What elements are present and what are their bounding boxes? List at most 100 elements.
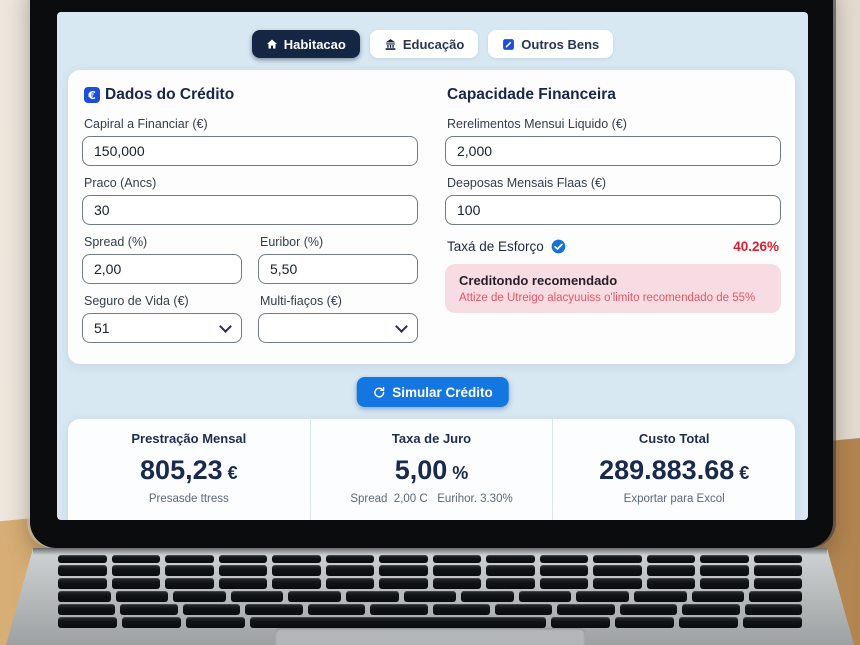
stat-interest-rate: Taxa de Juro 5,00% Spread 2,00 C Eurihor… [309, 419, 553, 520]
stat-label: Taxa de Juro [391, 431, 472, 446]
key [165, 565, 214, 576]
key [307, 604, 366, 615]
key [182, 604, 241, 615]
capacity-panel-title: Capacidade Financeira [447, 86, 781, 104]
tab-label: Educação [402, 36, 465, 52]
stat-sub: Spread 2,00 C Eurihor. 3.30% [350, 493, 513, 505]
refresh-icon [372, 386, 385, 399]
tab-outros-bens[interactable]: Outros Bens [488, 30, 614, 58]
key [111, 578, 160, 589]
key [614, 617, 674, 628]
key [218, 578, 267, 589]
key [325, 578, 374, 589]
credit-panel: € Dados do Crédito Capiral a Financiar (… [82, 84, 418, 350]
multi-label: Multi-fiaços (€) [260, 294, 342, 308]
laptop-base [6, 548, 854, 645]
key [230, 591, 284, 602]
key [218, 565, 267, 576]
simulate-button-label: Simular Crédito [392, 384, 493, 400]
key [678, 617, 738, 628]
key [58, 604, 116, 615]
key [272, 578, 321, 589]
term-label: Praco (Ancs) [84, 176, 157, 190]
key [550, 617, 610, 628]
capital-label: Capiral a Financiar (€) [84, 117, 208, 131]
key [646, 565, 695, 576]
keyboard [58, 555, 803, 630]
euro-icon: € [84, 87, 100, 103]
key [250, 617, 546, 628]
capacity-panel: Capacidade Financeira Rerelimentos Mensu… [445, 84, 781, 350]
key [753, 565, 802, 576]
capital-input[interactable] [82, 136, 418, 166]
key [634, 591, 687, 602]
key [245, 604, 303, 615]
export-excel-link[interactable]: Exportar para Excol [623, 493, 725, 505]
expenses-input[interactable] [445, 195, 781, 225]
key [173, 591, 226, 602]
effort-rate-row: Taxá de Esforço 40.26% [447, 239, 779, 254]
key [682, 604, 740, 615]
stat-value: 289.883.68 € [599, 455, 750, 485]
key [58, 617, 118, 628]
spread-input[interactable] [82, 254, 242, 284]
key [486, 578, 535, 589]
key [700, 555, 749, 563]
key [619, 604, 678, 615]
key [111, 565, 160, 576]
key [111, 555, 160, 563]
key [494, 604, 553, 615]
key [576, 591, 630, 602]
key [646, 555, 695, 563]
key [432, 578, 481, 589]
insurance-select[interactable]: 51 [82, 313, 242, 343]
effort-value: 40.26% [733, 239, 779, 254]
key [165, 555, 214, 563]
tab-bar: Habitacao Educação Outros Bens [57, 30, 808, 58]
key [379, 555, 428, 563]
income-input[interactable] [445, 136, 781, 166]
key [432, 555, 481, 563]
key [432, 565, 481, 576]
key [461, 591, 514, 602]
term-input[interactable] [82, 195, 418, 225]
expenses-label: Deəposas Mensais Flaas (€) [447, 176, 607, 190]
panel-title-text: Capacidade Financeira [447, 86, 616, 103]
laptop-lid: Habitacao Educação Outros Bens € Dados d… [30, 0, 833, 548]
key [593, 565, 642, 576]
simulate-button[interactable]: Simular Crédito [356, 377, 509, 407]
tab-label: Habitacao [283, 36, 346, 52]
key [272, 555, 321, 563]
effort-label: Taxá de Esforço [447, 239, 544, 254]
key [432, 604, 490, 615]
trackpad [275, 628, 585, 645]
key [753, 578, 802, 589]
results-card: Prestração Mensal 805,23 € Presasde ttres… [68, 419, 795, 520]
credit-alert: Creditondo recomendado Attize de Utreigo… [445, 264, 781, 313]
tab-habitacao[interactable]: Habitacao [251, 30, 360, 58]
euribor-input[interactable] [258, 254, 418, 284]
key [379, 565, 428, 576]
stat-monthly-payment: Prestração Mensal 805,23 € Presasde ttres… [68, 419, 310, 520]
multi-select[interactable] [258, 313, 418, 343]
stat-label: Prestração Mensal [131, 431, 247, 446]
laptop-screen: Habitacao Educação Outros Bens € Dados d… [57, 12, 808, 520]
key [539, 565, 588, 576]
key [218, 555, 267, 563]
insurance-label: Seguro de Vida (€) [84, 294, 189, 308]
education-icon [384, 38, 397, 51]
key [120, 604, 178, 615]
key [58, 591, 111, 602]
tab-educacao[interactable]: Educação [369, 30, 479, 58]
key [700, 565, 749, 576]
alert-title: Creditondo recomendado [459, 273, 618, 288]
key [593, 578, 642, 589]
key [539, 578, 588, 589]
key [646, 578, 695, 589]
select-value: 51 [94, 320, 110, 336]
chevron-down-icon [395, 319, 408, 333]
key [165, 578, 214, 589]
key [753, 555, 802, 563]
euribor-label: Euribor (%) [260, 235, 324, 249]
key [346, 591, 399, 602]
